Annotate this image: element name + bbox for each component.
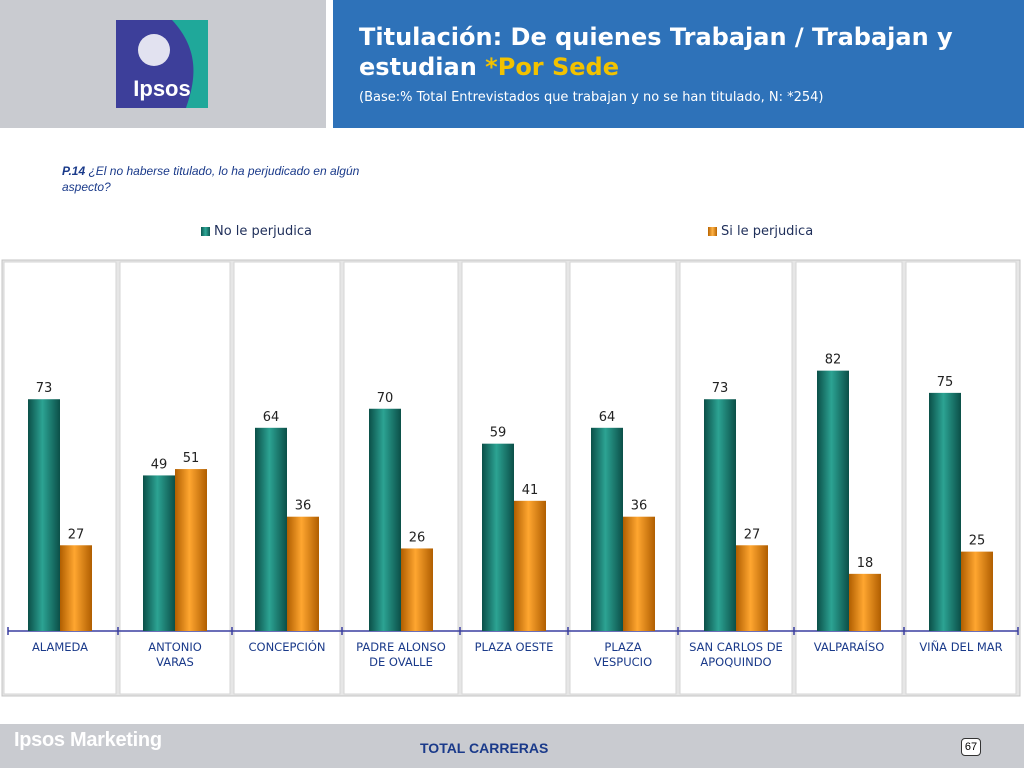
footer-center-text: TOTAL CARRERAS [420,740,549,756]
bar-si-perjudica [623,516,655,631]
category-label: VARAS [156,655,194,669]
bar-si-perjudica [287,516,319,631]
header-title-panel [333,0,1024,128]
data-label-no-perjudica: 75 [937,375,954,390]
bar-no-perjudica [929,392,961,631]
bar-si-perjudica [849,573,881,631]
data-label-si-perjudica: 18 [857,556,874,571]
category-label: ALAMEDA [32,640,88,654]
bar-si-perjudica [60,545,92,631]
data-label-si-perjudica: 27 [744,527,761,542]
legend-swatch-teal [201,227,210,236]
ipsos-logo: Ipsos [116,20,208,108]
data-label-no-perjudica: 82 [825,353,842,368]
title-main: Titulación: De quienes Trabajan / Trabaj… [359,23,953,81]
category-label: VIÑA DEL MAR [919,639,1002,654]
legend-label: Si le perjudica [721,224,814,239]
bar-no-perjudica [482,443,514,631]
bar-no-perjudica [704,399,736,631]
category-label: APOQUINDO [700,655,771,669]
data-label-no-perjudica: 49 [151,457,168,472]
question-body: ¿El no haberse titulado, lo ha perjudica… [62,164,360,194]
page-title: Titulación: De quienes Trabajan / Trabaj… [359,22,1009,82]
page-subtitle: (Base:% Total Entrevistados que trabajan… [359,90,824,105]
bar-si-perjudica [401,548,433,631]
legend-swatch-orange [708,227,717,236]
category-label: VESPUCIO [594,655,652,669]
title-accent: *Por Sede [485,53,620,81]
bar-si-perjudica [514,500,546,631]
category-label: PLAZA OESTE [475,640,554,654]
page-number: 67 [961,738,981,756]
data-label-si-perjudica: 51 [183,451,200,466]
category-label: VALPARAÍSO [814,639,885,654]
data-label-no-perjudica: 59 [490,426,507,441]
logo-text: Ipsos [133,76,190,101]
header-logo-panel: Ipsos [0,0,326,128]
bar-si-perjudica [175,469,207,631]
data-label-no-perjudica: 70 [377,391,394,406]
data-label-si-perjudica: 26 [409,530,426,545]
bar-si-perjudica [961,551,993,631]
footer-bar [0,724,1024,768]
legend-item-si-perjudica: Si le perjudica [708,224,813,239]
category-label: PLAZA [604,640,641,654]
data-label-si-perjudica: 25 [969,534,986,549]
footer-brand: Ipsos Marketing [14,729,162,751]
category-label: SAN CARLOS DE [689,640,783,654]
bar-si-perjudica [736,545,768,631]
question-text: P.14 ¿El no haberse titulado, lo ha perj… [62,163,392,195]
category-label: DE OVALLE [369,655,433,669]
bar-no-perjudica [591,427,623,631]
data-label-si-perjudica: 36 [631,499,648,514]
bar-no-perjudica [143,475,175,631]
data-label-si-perjudica: 41 [522,483,539,498]
data-label-si-perjudica: 27 [68,527,85,542]
category-label: PADRE ALONSO [356,640,446,654]
data-label-no-perjudica: 64 [599,410,616,425]
data-label-si-perjudica: 36 [295,499,312,514]
data-label-no-perjudica: 73 [36,381,53,396]
question-code: P.14 [62,164,86,178]
bar-no-perjudica [369,408,401,631]
bar-no-perjudica [817,370,849,631]
bar-no-perjudica [255,427,287,631]
data-label-no-perjudica: 64 [263,410,280,425]
legend-label: No le perjudica [214,224,312,239]
category-label: ANTONIO [148,640,202,654]
data-label-no-perjudica: 73 [712,381,729,396]
category-label: CONCEPCIÓN [249,639,326,654]
legend-item-no-perjudica: No le perjudica [201,224,312,239]
bar-no-perjudica [28,399,60,631]
